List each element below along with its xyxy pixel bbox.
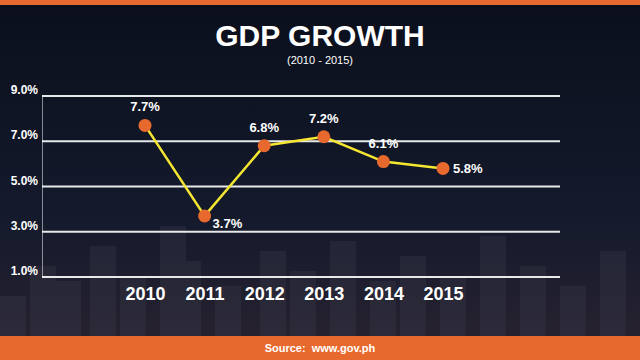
x-tick: 2013 — [304, 284, 344, 304]
x-tick: 2011 — [186, 284, 225, 304]
y-tick-label: 3.0% — [11, 219, 39, 233]
y-axis-line — [42, 97, 43, 278]
plot-area — [139, 119, 450, 223]
building — [600, 251, 626, 336]
x-tick: 2012 — [245, 284, 285, 304]
data-labels: 7.7% 3.7% 6.8% 7.2% 6.1% 5.8% — [130, 99, 483, 231]
marker — [198, 209, 211, 222]
title: GDP GROWTH — [215, 19, 424, 52]
data-label: 7.2% — [309, 111, 339, 126]
marker — [377, 155, 390, 168]
x-tick-label: 2014 — [364, 284, 404, 304]
data-label: 6.8% — [249, 120, 279, 135]
line — [145, 125, 443, 215]
source: Source: www.gov.ph — [265, 342, 376, 354]
building — [480, 236, 506, 336]
x-tick-label: 2012 — [245, 284, 285, 304]
top-strip — [0, 0, 640, 5]
y-tick: 9.0% — [11, 83, 42, 97]
y-tick: 5.0% — [11, 174, 42, 188]
data-label: 3.7% — [213, 216, 243, 231]
marker — [139, 119, 152, 132]
marker — [317, 130, 330, 143]
x-tick: 2014 — [364, 284, 404, 304]
y-tick: 1.0% — [11, 264, 42, 278]
data-label: 7.7% — [130, 99, 160, 114]
grid-line — [42, 95, 560, 97]
grid-line — [42, 186, 560, 188]
x-tick-label: 2010 — [125, 284, 165, 304]
footer-bar — [0, 336, 640, 360]
building — [90, 246, 116, 336]
x-tick-label: 2015 — [423, 284, 463, 304]
building — [0, 296, 26, 336]
y-axis: 1.0% 3.0% 5.0% 7.0% 9.0% — [11, 83, 43, 278]
data-label: 5.8% — [453, 161, 483, 176]
y-tick: 3.0% — [11, 219, 42, 233]
y-tick-label: 1.0% — [11, 264, 39, 278]
marker — [258, 139, 271, 152]
y-tick-label: 9.0% — [11, 83, 39, 97]
x-axis: 2010 2011 2012 2013 2014 2015 — [125, 284, 463, 304]
chart: GDP GROWTH (2010 - 2015) 1.0% 3.0% 5.0% 7.0% 9… — [0, 0, 640, 360]
background — [0, 0, 640, 360]
x-tick-label: 2011 — [186, 284, 225, 304]
building — [560, 286, 586, 336]
grid-line — [42, 231, 560, 233]
y-tick: 7.0% — [11, 128, 42, 142]
data-label: 6.1% — [369, 136, 399, 151]
building — [55, 281, 81, 336]
x-tick: 2010 — [125, 284, 165, 304]
x-tick: 2015 — [423, 284, 463, 304]
city-silhouette — [0, 226, 626, 336]
grid — [42, 96, 560, 277]
x-tick-label: 2013 — [304, 284, 344, 304]
y-tick-label: 7.0% — [11, 128, 39, 142]
subtitle: (2010 - 2015) — [287, 54, 353, 66]
grid-line — [42, 276, 560, 278]
marker — [437, 162, 450, 175]
y-tick-label: 5.0% — [11, 174, 39, 188]
